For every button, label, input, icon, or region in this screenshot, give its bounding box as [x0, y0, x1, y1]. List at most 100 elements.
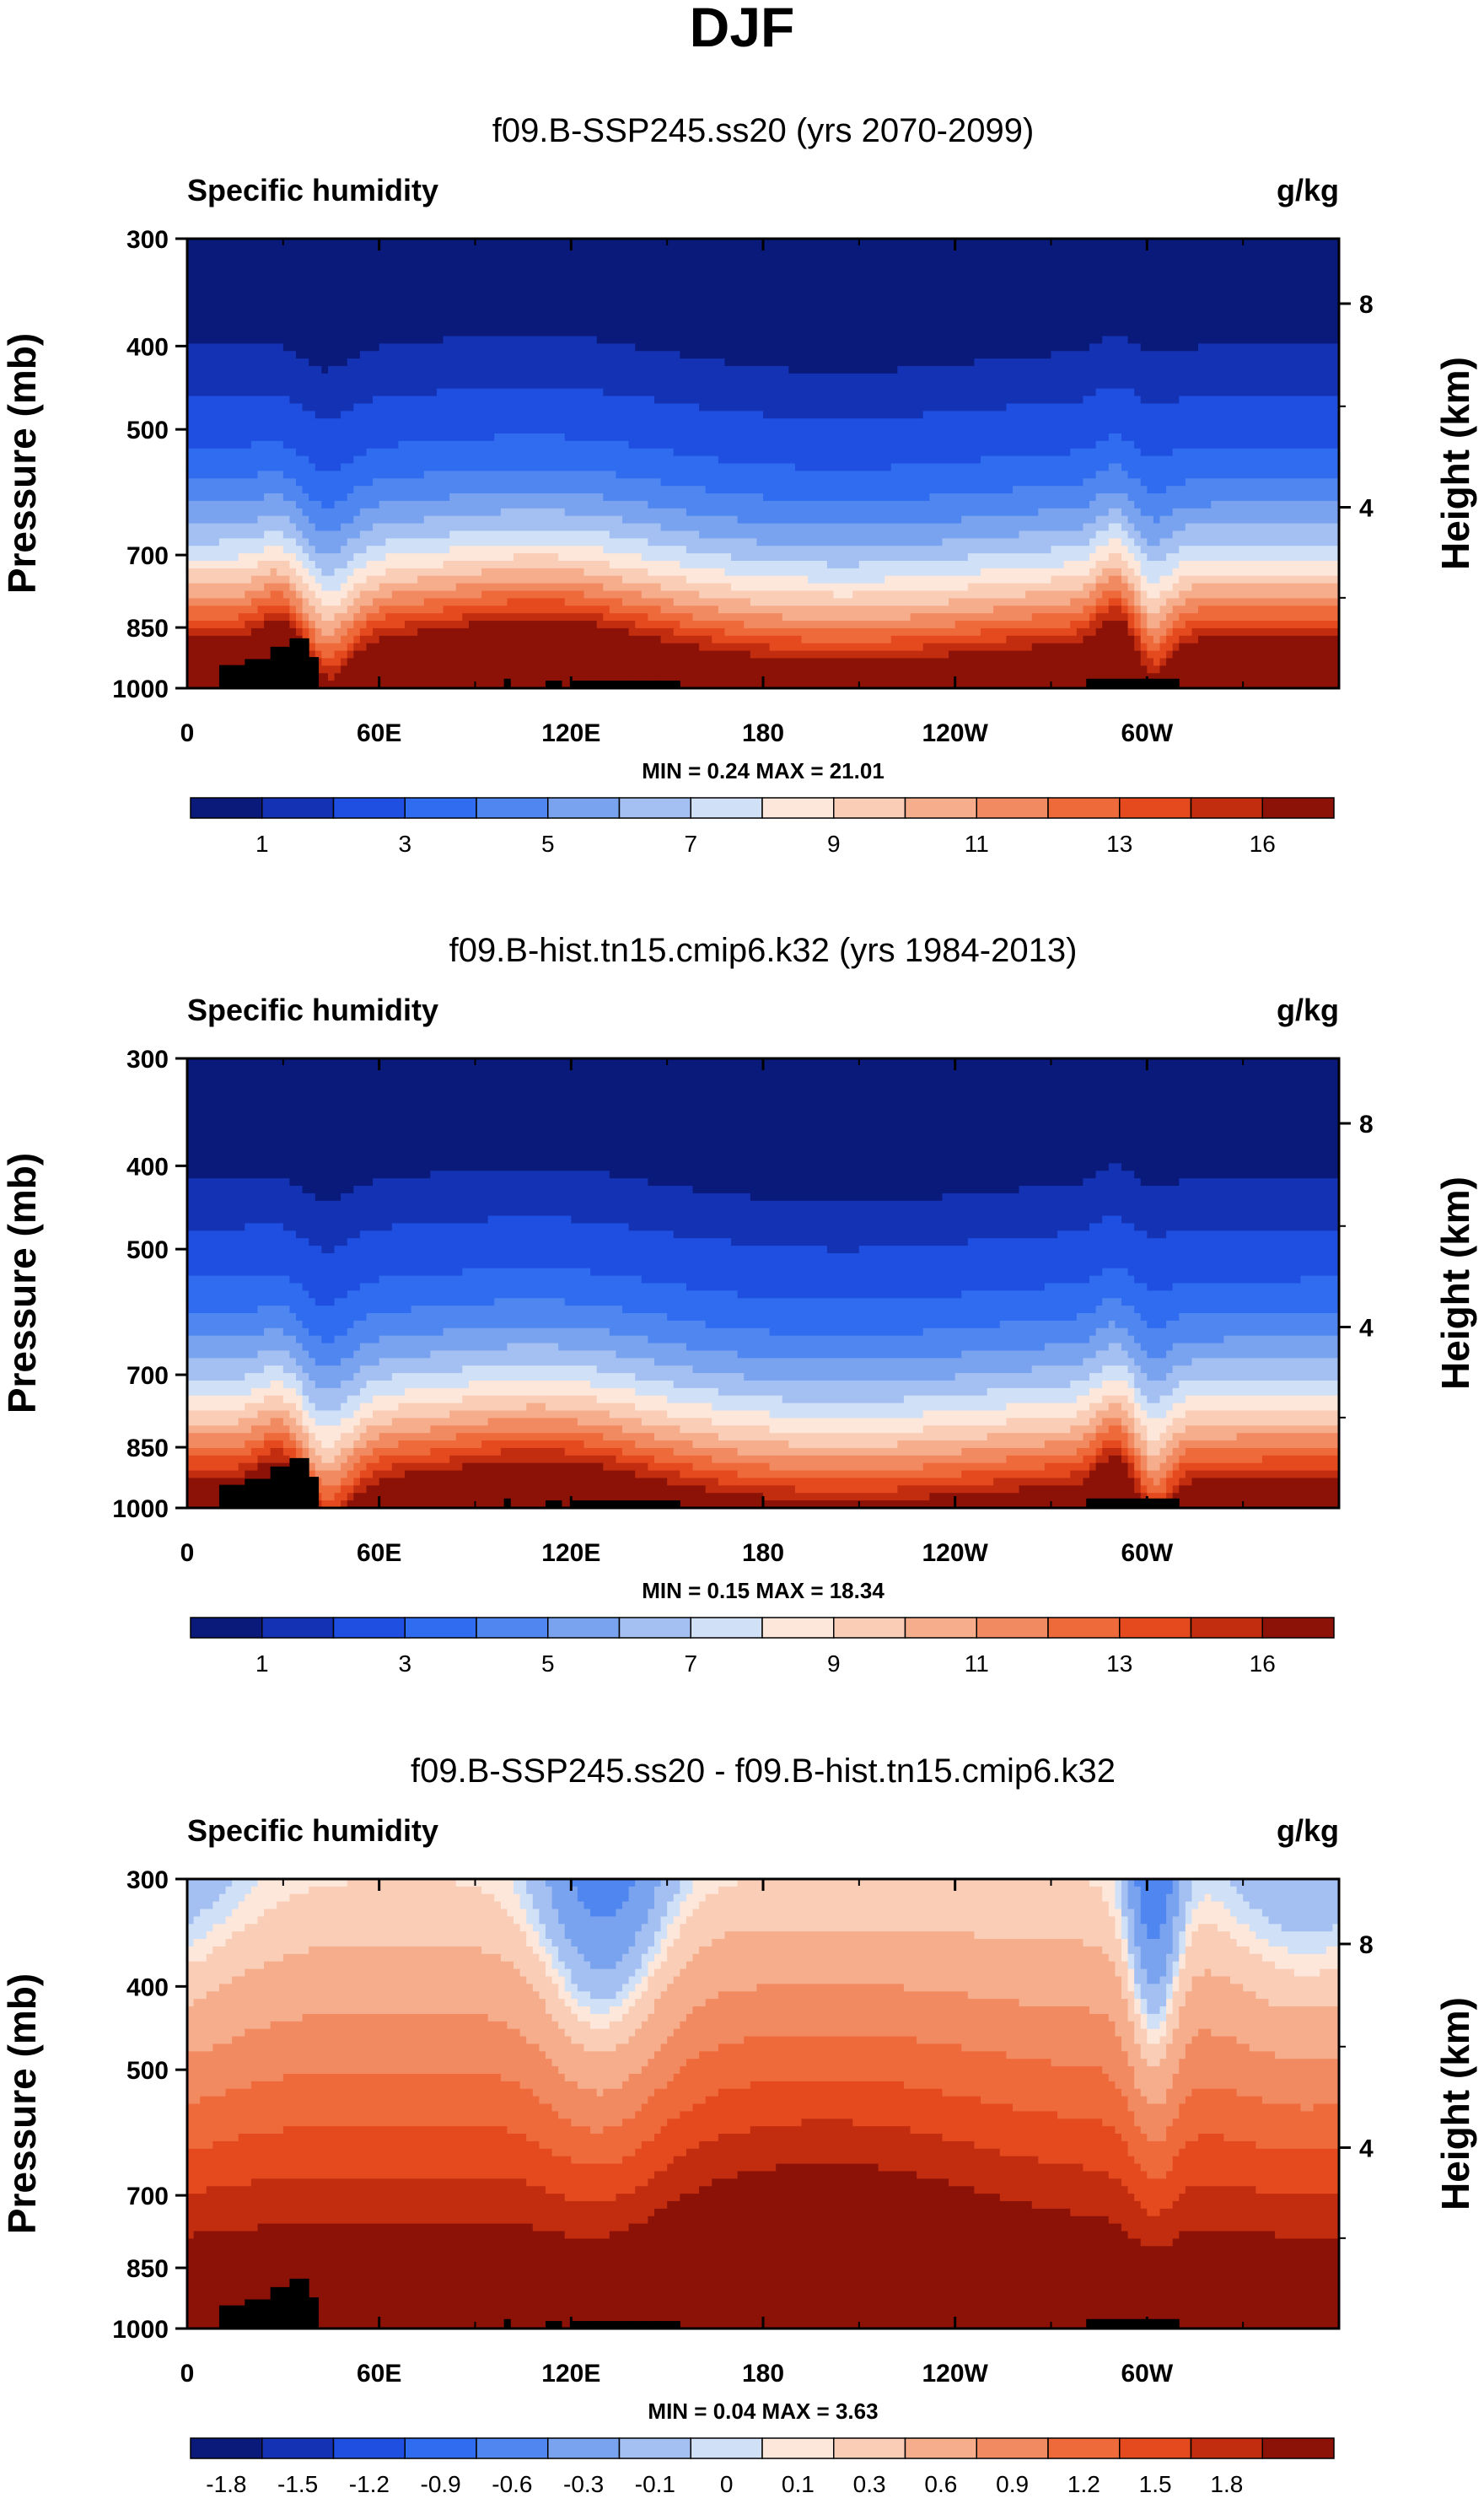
contour-cell	[1140, 1387, 1174, 1397]
contour-cell	[296, 1440, 304, 1449]
terrain-block	[218, 665, 223, 688]
contour-cell	[622, 1425, 680, 1434]
terrain-block	[1172, 678, 1176, 688]
contour-cell	[596, 1395, 668, 1404]
contour-cell	[1179, 1478, 1193, 1486]
contour-cell	[1089, 1335, 1135, 1344]
contour-cell	[282, 1953, 502, 1963]
contour-cell	[359, 1230, 675, 1239]
terrain-block	[282, 646, 288, 688]
terrain-block	[580, 2321, 585, 2329]
contour-cell	[653, 1901, 668, 1910]
contour-cell	[1166, 650, 1174, 660]
contour-cell	[564, 2028, 636, 2038]
terrain-block	[664, 2321, 668, 2329]
contour-cell	[289, 1425, 304, 1434]
terrain-block	[229, 2305, 233, 2329]
contour-cell	[1134, 621, 1142, 629]
contour-cell	[1134, 627, 1142, 637]
contour-cell	[353, 583, 380, 592]
contour-cell	[680, 2111, 1058, 2119]
contour-cell	[564, 598, 623, 606]
contour-cell	[532, 1946, 546, 1955]
contour-cell	[590, 1380, 675, 1389]
terrain-block	[667, 2321, 671, 2329]
contour-cell	[302, 613, 309, 622]
contour-cell	[519, 2081, 578, 2090]
terrain-block	[632, 1500, 636, 1508]
contour-cell	[1172, 1462, 1180, 1472]
contour-cell	[1153, 515, 1161, 525]
contour-cell	[341, 463, 796, 471]
contour-cell	[282, 530, 304, 539]
terrain-block	[1166, 2318, 1170, 2329]
contour-cell	[353, 455, 719, 465]
contour-cell	[296, 1447, 304, 1456]
contour-cell	[571, 1879, 636, 1887]
contour-cell	[353, 1350, 431, 1359]
contour-cell	[648, 568, 726, 577]
terrain-block	[1150, 1498, 1154, 1508]
terrain-block	[1111, 678, 1116, 688]
contour-cell	[737, 1447, 962, 1456]
y-tick-label: 850	[126, 2255, 169, 2283]
terrain-block	[261, 1478, 265, 1508]
contour-cell	[596, 621, 636, 629]
contour-cell	[417, 627, 630, 637]
contour-cell	[648, 2096, 707, 2105]
contour-cell	[309, 553, 354, 562]
contour-cell	[1147, 1976, 1161, 1984]
contour-cell	[296, 621, 304, 629]
contour-cell	[193, 1916, 227, 1925]
contour-cell	[1159, 643, 1174, 652]
contour-cell	[1121, 575, 1129, 584]
contour-cell	[1159, 590, 1180, 599]
contour-cell	[341, 1478, 354, 1486]
contour-cell	[648, 2216, 1110, 2225]
contour-cell	[1134, 2066, 1180, 2075]
y-tick-label: 400	[126, 1153, 169, 1181]
contour-cell	[187, 1306, 259, 1314]
contour-cell	[1134, 440, 1340, 450]
contour-cell	[321, 366, 329, 374]
terrain-block	[1159, 2318, 1164, 2329]
terrain-block	[232, 1484, 236, 1508]
contour-cell	[590, 1268, 1103, 1277]
contour-cell	[302, 606, 316, 614]
contour-cell	[1191, 1879, 1231, 1887]
contour-cell	[1134, 1403, 1142, 1412]
contour-cell	[270, 1418, 284, 1426]
contour-cell	[539, 2140, 643, 2150]
contour-cell	[718, 455, 981, 465]
contour-cell	[1172, 1924, 1186, 1932]
contour-cell	[315, 1433, 341, 1441]
contour-cell	[245, 621, 265, 629]
x-tick-label: 180	[742, 1539, 784, 1567]
terrain-block	[1086, 1498, 1090, 1508]
contour-cell	[1108, 2171, 1148, 2179]
contour-cell	[187, 538, 220, 546]
contour-cell	[1134, 1455, 1142, 1464]
contour-cell	[1179, 1968, 1206, 1978]
contour-cell	[282, 1440, 297, 1449]
min-max-stats: MIN = 0.04 MAX = 3.63	[648, 2399, 878, 2424]
contour-cell	[1172, 627, 1193, 637]
terrain-block	[507, 1498, 511, 1508]
contour-cell	[206, 1991, 540, 2000]
contour-cell	[1166, 1961, 1174, 1970]
contour-cell	[1179, 575, 1340, 584]
contour-cell	[296, 1433, 309, 1441]
contour-cell	[1121, 1984, 1129, 1992]
contour-cell	[1166, 1440, 1180, 1449]
contour-cell	[187, 1298, 316, 1306]
contour-cell	[1166, 2021, 1180, 2030]
contour-cell	[673, 1447, 739, 1456]
colorbar-label: 13	[1106, 1650, 1132, 1677]
terrain-block	[1147, 1498, 1151, 1508]
contour-cell	[718, 2088, 944, 2097]
contour-cell	[1166, 1500, 1340, 1509]
terrain-block	[1121, 678, 1126, 688]
contour-cell	[302, 403, 354, 412]
contour-cell	[660, 1991, 719, 2000]
contour-cell	[302, 590, 316, 599]
